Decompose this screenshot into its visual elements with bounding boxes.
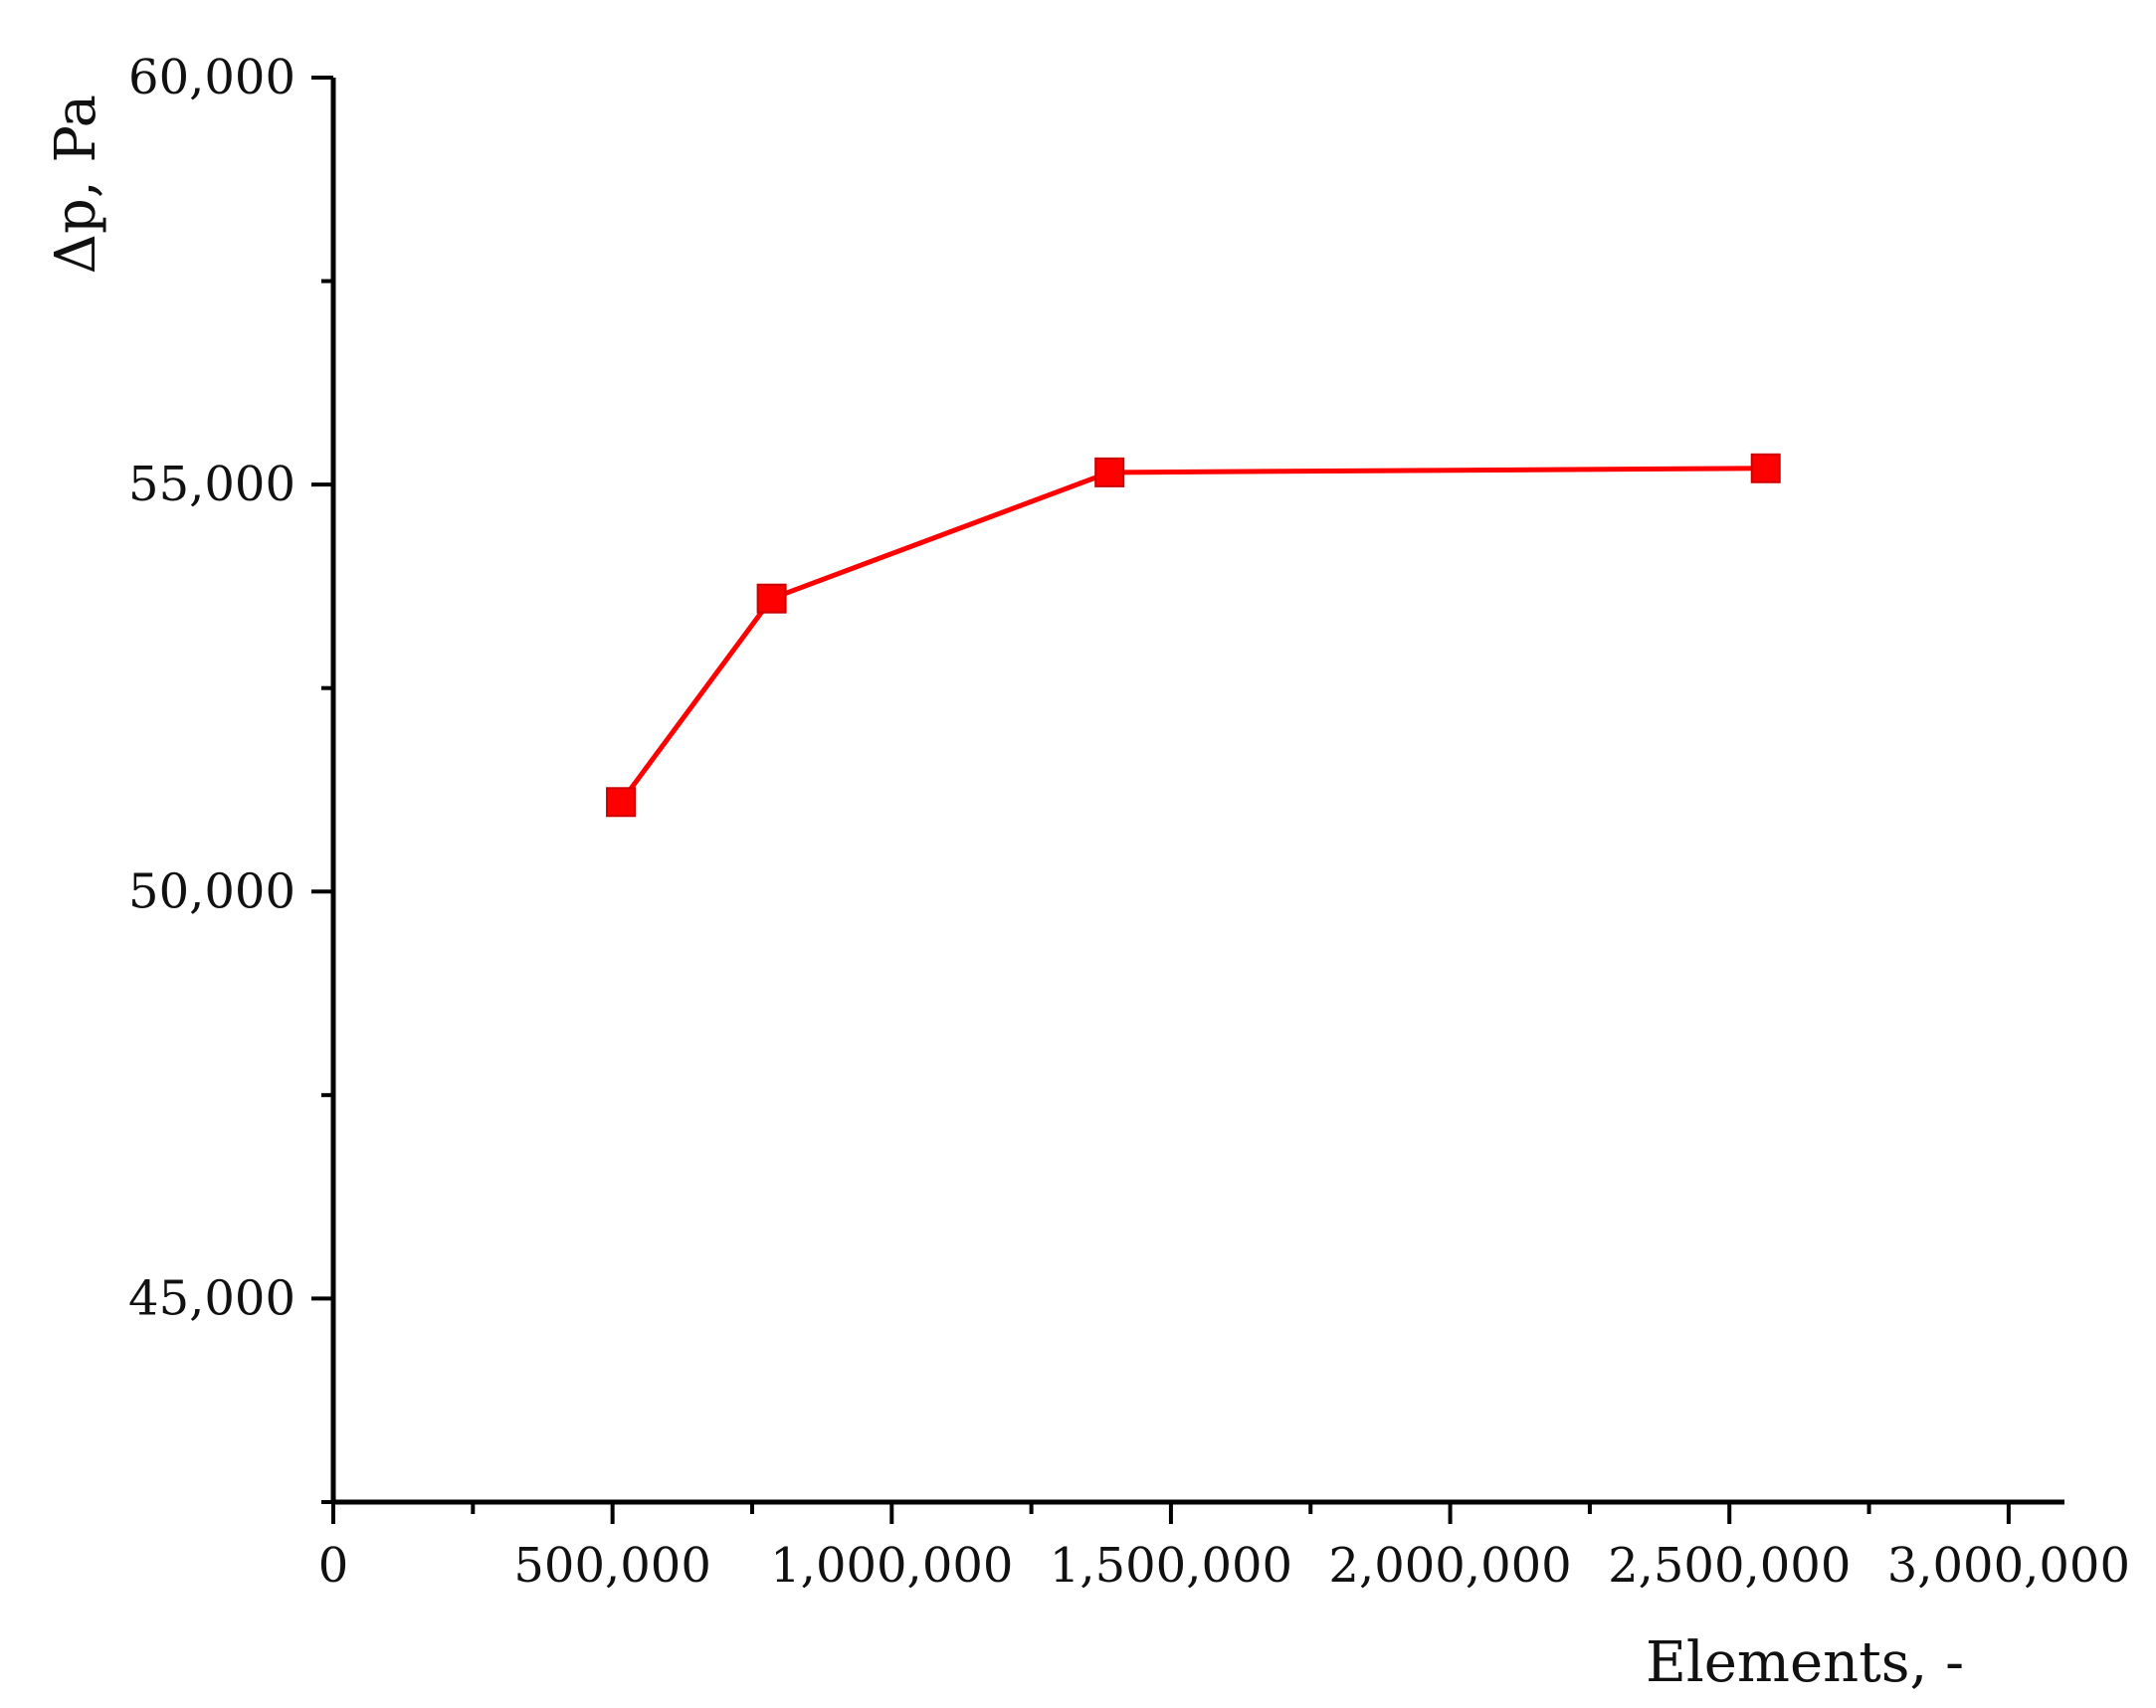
x-tick-label: 1,000,000 [770, 1538, 1013, 1594]
y-tick-label: 60,000 [128, 50, 295, 105]
x-tick-label: 1,500,000 [1050, 1538, 1292, 1594]
axes [330, 78, 2064, 1505]
x-tick-label: 2,000,000 [1328, 1538, 1571, 1594]
x-tick-label: 500,000 [513, 1538, 711, 1594]
data-point [606, 787, 637, 818]
data-point [1750, 453, 1781, 483]
x-tick-label: 3,000,000 [1887, 1538, 2130, 1594]
data-point [756, 583, 787, 614]
y-axis-title: Δp, Pa [44, 95, 108, 274]
series-layer [606, 453, 1781, 818]
data-point [1094, 457, 1125, 487]
x-tick-label: 0 [318, 1538, 349, 1594]
x-axis-title: Elements, - [1646, 1630, 1964, 1695]
x-tick-label: 2,500,000 [1608, 1538, 1851, 1594]
y-tick-label: 45,000 [128, 1270, 295, 1326]
x-axis-ticks: 0 500,000 1,000,000 1,500,000 2,000,000 2,500… [318, 1502, 2130, 1594]
series-line [619, 466, 1766, 804]
y-axis-ticks: 45,000 50,000 55,000 60,000 [128, 50, 333, 1504]
y-tick-label: 50,000 [128, 863, 295, 919]
y-tick-label: 55,000 [128, 457, 295, 512]
